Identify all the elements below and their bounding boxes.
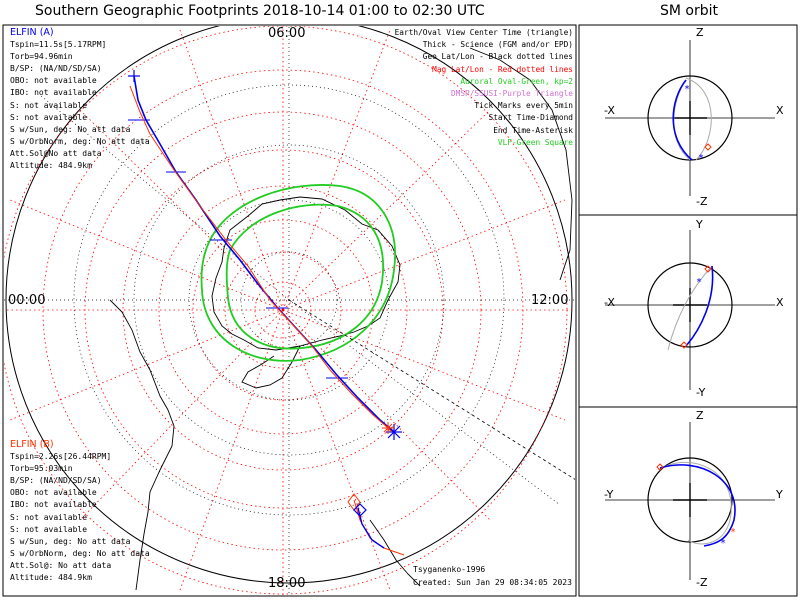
sm-panel-2-plot: *: [605, 230, 775, 390]
elfin-b-info-line: Att.Sol@: No att data: [10, 560, 112, 570]
elfin-a-info-line: IBO: not available: [10, 88, 97, 98]
sm-panel-3-frame: [578, 406, 798, 597]
sm-panel-3-bottom: -Z: [696, 576, 708, 589]
sm-panel-3-right: Y: [776, 488, 783, 501]
elfin-a-info-line: OBO: not available: [10, 76, 97, 86]
legend-item: Auroral Oval-Green, kp=2: [460, 76, 573, 86]
hour-label-right: 12:00: [531, 293, 569, 308]
sm-panel-2-bottom: -Y: [696, 386, 706, 399]
elfin-b-info-line: S w/OrbNorm, deg: No att data: [10, 548, 150, 558]
elfin-b-end-asterisk: [382, 422, 394, 434]
globe-boundary: [5, 26, 573, 584]
legend-item: Thick - Science (FGM and/or EPD): [422, 40, 573, 50]
sm-panel-2-top: Y: [696, 218, 703, 231]
sm-panel-3-plot: * *: [605, 422, 775, 580]
elfin-a-info-line: B/SP: (NA/ND/SD/SA): [10, 64, 102, 74]
sm-orbit-title: SM orbit: [660, 3, 719, 19]
svg-text:*: *: [730, 527, 736, 538]
main-map-frame: [2, 24, 577, 597]
elfin-a-start-diamond: [353, 503, 367, 517]
legend-item: Mag Lat/Lon - Red dotted lines: [432, 64, 573, 74]
sm-panel-1-bottom: -Z: [696, 195, 708, 208]
elfin-b-info-line: S: not available: [10, 512, 88, 522]
auroral-oval-inner: [225, 203, 384, 350]
svg-text:*: *: [696, 277, 702, 288]
elfin-b-info-line: Torb=95.03min: [10, 464, 73, 474]
coastline-south-america: [109, 299, 175, 591]
sm-panel-1-top: Z: [696, 26, 704, 39]
magnetic-grid: [4, 26, 575, 595]
elfin-a-info-line: S w/Sun, deg: No att data: [10, 124, 131, 134]
elfin-b-info: ELFIN (B) Tspin=2.26s[26.44RPM] Torb=95.0…: [10, 439, 150, 584]
sm-panel-1-frame: [578, 24, 798, 216]
sm-panel-2-frame: [578, 214, 798, 408]
svg-text:*: *: [698, 153, 704, 164]
sm-panel-1-right: X: [776, 104, 784, 117]
elfin-a-info-line: Altitude: 484.9km: [10, 161, 92, 171]
sm-panel-1-left: -X: [604, 104, 615, 117]
sm-panel-3-left: -Y: [604, 488, 614, 501]
elfin-b-info-line: Tspin=2.26s[26.44RPM]: [10, 452, 112, 462]
elfin-a-info-line: Torb=94.96min: [10, 52, 73, 62]
sm-panel-2-left: -X: [604, 296, 615, 309]
elfin-b-track: [129, 85, 389, 429]
model-credit: Tsyganenko-1996: [413, 565, 486, 574]
legend-item: Geo Lat/Lon - Black dotted lines: [422, 52, 573, 62]
elfin-a-info: ELFIN (A) Tspin=11.5s[5.17RPM] Torb=94.96…: [10, 27, 150, 172]
elfin-a-ticks: [128, 119, 348, 379]
created-timestamp: Created: Sun Jan 29 08:34:05 2023: [413, 578, 572, 587]
elfin-a-track: [133, 75, 395, 433]
svg-text:*: *: [684, 84, 690, 95]
elfin-b-info-line: S w/Sun, deg: No att data: [10, 536, 131, 546]
legend-item: Tick Marks every 5min: [474, 101, 573, 111]
elfin-b-info-line: IBO: not available: [10, 500, 97, 510]
hour-label-top: 06:00: [268, 26, 306, 41]
elfin-a-info-line: S: not available: [10, 100, 88, 110]
coastline-antarctica: [211, 196, 401, 389]
sm-panel-1-plot: * *: [605, 40, 775, 196]
hour-label-bottom: 18:00: [268, 576, 306, 591]
elfin-a-info-line: Tspin=11.5s[5.17RPM]: [10, 40, 107, 50]
sm-panel-2-right: X: [776, 296, 784, 309]
legend-item: Earth/Oval View Center Time (triangle): [394, 28, 573, 37]
legend-item: Start Time-Diamond: [488, 113, 574, 123]
svg-text:*: *: [720, 538, 726, 549]
hour-label-left: 00:00: [8, 293, 46, 308]
elfin-b-track-south: [353, 499, 405, 556]
elfin-a-header: ELFIN (A): [10, 27, 54, 38]
chart-title: Southern Geographic Footprints 2018-10-1…: [35, 3, 485, 19]
day-night-reference: [288, 299, 575, 480]
auroral-oval-outer: [200, 184, 396, 362]
elfin-b-info-line: Altitude: 484.9km: [10, 573, 92, 583]
legend-item: VLF-Green Square: [497, 137, 573, 147]
coastline-africa: [369, 519, 421, 587]
coastline-australia: [469, 47, 573, 281]
elfin-a-end-asterisk: [128, 70, 402, 440]
elfin-a-info-line: S w/OrbNorm, deg: No att data: [10, 136, 150, 146]
legend-item: End Time-Asterisk: [493, 125, 573, 135]
elfin-b-info-line: OBO: not available: [10, 488, 97, 498]
elfin-b-info-line: S: not available: [10, 524, 88, 534]
elfin-a-info-line: S: not available: [10, 112, 88, 122]
elfin-b-header: ELFIN (B): [10, 439, 54, 450]
elfin-a-info-line: Att.Sol@No att data: [10, 148, 102, 158]
legend: Earth/Oval View Center Time (triangle) Th…: [395, 27, 573, 149]
geographic-grid: [4, 26, 575, 595]
elfin-b-info-line: B/SP: (NA/ND/SD/SA): [10, 476, 102, 486]
sm-panel-3-top: Z: [696, 409, 704, 422]
legend-item: DMSP/SSUSI-Purple Triangle: [450, 89, 573, 99]
